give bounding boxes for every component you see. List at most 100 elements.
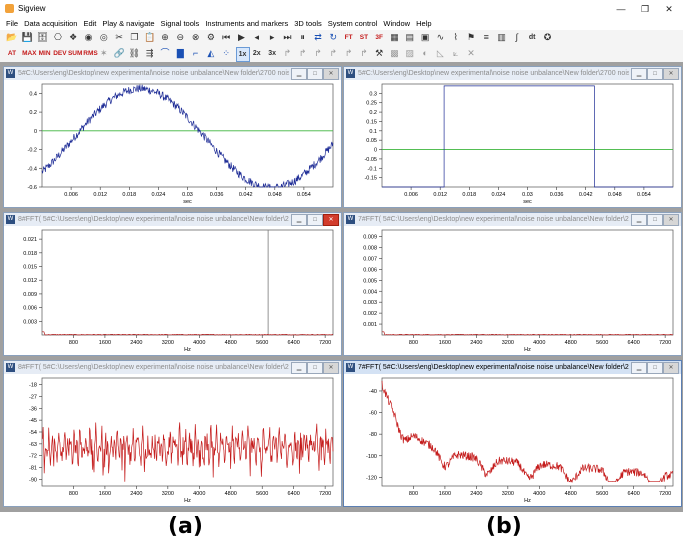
- unlink-icon[interactable]: ⛓: [128, 48, 141, 58]
- plot-db-left[interactable]: -18 -27 -36 -45 -54 -63 -72 -81 -90 800 1600 2400 32…: [4, 375, 339, 504]
- window-minimize-button[interactable]: ▁: [291, 68, 307, 80]
- zoom-fit-icon[interactable]: ⊗: [191, 32, 200, 42]
- step-plot-icon[interactable]: ⌐: [192, 48, 199, 58]
- fft-icon[interactable]: FT: [344, 34, 353, 41]
- menu-file[interactable]: File: [6, 19, 19, 28]
- window-maximize-button[interactable]: □: [307, 362, 323, 374]
- bar-chart-icon[interactable]: ▥: [497, 32, 506, 42]
- layout-icon[interactable]: ▩: [390, 48, 399, 58]
- rewind-icon[interactable]: ◂: [254, 32, 260, 42]
- ruler-icon[interactable]: ◺: [436, 48, 444, 58]
- spectrogram-icon[interactable]: ▦: [390, 32, 399, 42]
- signal-window-db-left[interactable]: W 8#FFT( 5#C:\Users\eng\Desktop\new exper…: [3, 360, 342, 507]
- measure-icon[interactable]: ⟀: [452, 48, 459, 58]
- camera-icon[interactable]: ⎔: [53, 32, 62, 42]
- pulse-icon[interactable]: ⌇: [453, 32, 458, 42]
- line-plot-icon[interactable]: ⌒: [160, 48, 170, 58]
- tool-f-icon[interactable]: ↱: [360, 48, 368, 58]
- scatter-plot-icon[interactable]: ⁘: [222, 48, 230, 58]
- signal-window-time-left[interactable]: W 5#C:\Users\eng\Desktop\new experimental…: [3, 66, 342, 208]
- star-icon[interactable]: ✶: [100, 48, 108, 58]
- signal-window-titlebar[interactable]: W 5#C:\Users\eng\Desktop\new experimental…: [344, 67, 681, 80]
- loop-icon[interactable]: ⇄: [314, 32, 322, 42]
- zoom-3x-icon[interactable]: 3x: [268, 50, 276, 57]
- link-icon[interactable]: 🔗: [113, 48, 125, 58]
- plot-time-right[interactable]: 0.3 0.25 0.2 0.15 0.1 0.05 0 -0.05 -0.1 -0.15 0.00…: [344, 81, 679, 205]
- menu-3d-tools[interactable]: 3D tools: [294, 19, 322, 28]
- record-stop-icon[interactable]: ◎: [99, 32, 108, 42]
- integral-icon[interactable]: ∫: [515, 32, 519, 42]
- signal-window-titlebar[interactable]: W 7#FFT( 5#C:\Users\eng\Desktop\new exper…: [344, 361, 681, 374]
- at-icon[interactable]: AT: [7, 50, 17, 57]
- fft-3d-icon[interactable]: 3F: [375, 34, 383, 41]
- sum-icon[interactable]: SUM: [67, 50, 83, 57]
- close-button[interactable]: ✕: [665, 4, 673, 14]
- zoom-in-icon[interactable]: ⊕: [161, 32, 169, 42]
- dev-icon[interactable]: DEV: [53, 50, 67, 57]
- window-close-button[interactable]: ✕: [663, 362, 679, 374]
- tool-a-icon[interactable]: ↱: [283, 48, 292, 58]
- signal-window-fft-right[interactable]: W 7#FFT( 5#C:\Users\eng\Desktop\new exper…: [343, 212, 682, 356]
- wand-icon[interactable]: ✪: [543, 32, 552, 42]
- window-minimize-button[interactable]: ▁: [291, 214, 307, 226]
- signal-window-time-right[interactable]: W 5#C:\Users\eng\Desktop\new experimental…: [343, 66, 682, 208]
- save-as-icon[interactable]: 🗄: [36, 32, 49, 42]
- signal-window-titlebar[interactable]: W 8#FFT( 5#C:\Users\eng\Desktop\new exper…: [4, 361, 341, 374]
- grid-icon[interactable]: ▤: [405, 32, 415, 42]
- rms-icon[interactable]: RMS: [83, 50, 98, 57]
- signal-flag-icon[interactable]: ⚑: [466, 32, 476, 42]
- copy-icon[interactable]: ❐: [130, 32, 139, 42]
- stft-icon[interactable]: ST: [359, 34, 369, 41]
- menu-data-acquisition[interactable]: Data acquisition: [24, 19, 78, 28]
- histogram-icon[interactable]: ▇: [176, 48, 184, 58]
- window-close-button[interactable]: ✕: [663, 214, 679, 226]
- window-minimize-button[interactable]: ▁: [631, 68, 647, 80]
- window-close-button[interactable]: ✕: [663, 68, 679, 80]
- plot-db-right[interactable]: -40 -60 -80 -100 -120 800 1600 2400 3200 4000 4800…: [344, 375, 679, 504]
- waveform-icon[interactable]: ∿: [436, 32, 445, 42]
- layout2-icon[interactable]: ▨: [405, 48, 415, 58]
- restore-button[interactable]: ❐: [640, 4, 650, 14]
- save-icon[interactable]: 💾: [21, 32, 33, 42]
- menu-instruments-and-markers[interactable]: Instruments and markers: [205, 19, 289, 28]
- merge-icon[interactable]: ⇶: [145, 48, 154, 58]
- menu-edit[interactable]: Edit: [83, 19, 97, 28]
- open-folder-icon[interactable]: 📂: [6, 32, 18, 42]
- window-maximize-button[interactable]: □: [647, 362, 663, 374]
- signal-window-titlebar[interactable]: W 8#FFT( 5#C:\Users\eng\Desktop\new exper…: [4, 213, 341, 226]
- chip-icon[interactable]: ❖: [69, 32, 78, 42]
- skip-forward-icon[interactable]: ⏭: [283, 32, 292, 42]
- crosshair-icon[interactable]: ✕: [467, 48, 475, 58]
- plot-fft-left[interactable]: 0.021 0.018 0.015 0.012 0.009 0.006 0.003 800 16…: [4, 227, 339, 353]
- skip-back-icon[interactable]: ⏮: [222, 32, 231, 42]
- zoom-2x-icon[interactable]: 2x: [252, 50, 261, 57]
- zoom-out-icon[interactable]: ⊖: [176, 32, 185, 42]
- max-icon[interactable]: MAX: [22, 50, 37, 57]
- plot-time-left[interactable]: 0.4 0.2 0 -0.2 -0.4 -0.6 0.006 0.012 0.018 0.024 0…: [4, 81, 339, 205]
- window-minimize-button[interactable]: ▁: [631, 362, 647, 374]
- menu-window[interactable]: Window: [383, 19, 411, 28]
- lines-icon[interactable]: ≡: [483, 32, 489, 42]
- signal-window-titlebar[interactable]: W 5#C:\Users\eng\Desktop\new experimental…: [4, 67, 341, 80]
- play-icon[interactable]: ▶: [238, 32, 245, 42]
- tool-d-icon[interactable]: ↱: [329, 48, 338, 58]
- settings-icon[interactable]: ⚙: [206, 32, 215, 42]
- derivative-icon[interactable]: dt: [528, 34, 536, 41]
- minimize-button[interactable]: —: [616, 4, 626, 14]
- palette-icon[interactable]: ◐: [422, 48, 428, 58]
- plot-fft-right[interactable]: 0.009 0.008 0.007 0.006 0.005 0.004 0.003 0.002…: [344, 227, 679, 353]
- hammer-icon[interactable]: ⚒: [375, 48, 384, 58]
- refresh-icon[interactable]: ↻: [329, 32, 338, 42]
- window-close-button[interactable]: ✕: [323, 68, 339, 80]
- menu-system-control[interactable]: System control: [327, 19, 378, 28]
- image-icon[interactable]: ▣: [420, 32, 430, 42]
- window-close-button[interactable]: ✕: [323, 362, 339, 374]
- min-icon[interactable]: MIN: [38, 50, 51, 57]
- record-icon[interactable]: ◉: [84, 32, 93, 42]
- window-maximize-button[interactable]: □: [307, 214, 323, 226]
- tool-b-icon[interactable]: ↱: [298, 48, 307, 58]
- area-plot-icon[interactable]: ◭: [207, 48, 215, 58]
- window-minimize-button[interactable]: ▁: [631, 214, 647, 226]
- zoom-1x-icon[interactable]: 1x: [235, 47, 250, 62]
- signal-window-db-right[interactable]: W 7#FFT( 5#C:\Users\eng\Desktop\new exper…: [343, 360, 682, 507]
